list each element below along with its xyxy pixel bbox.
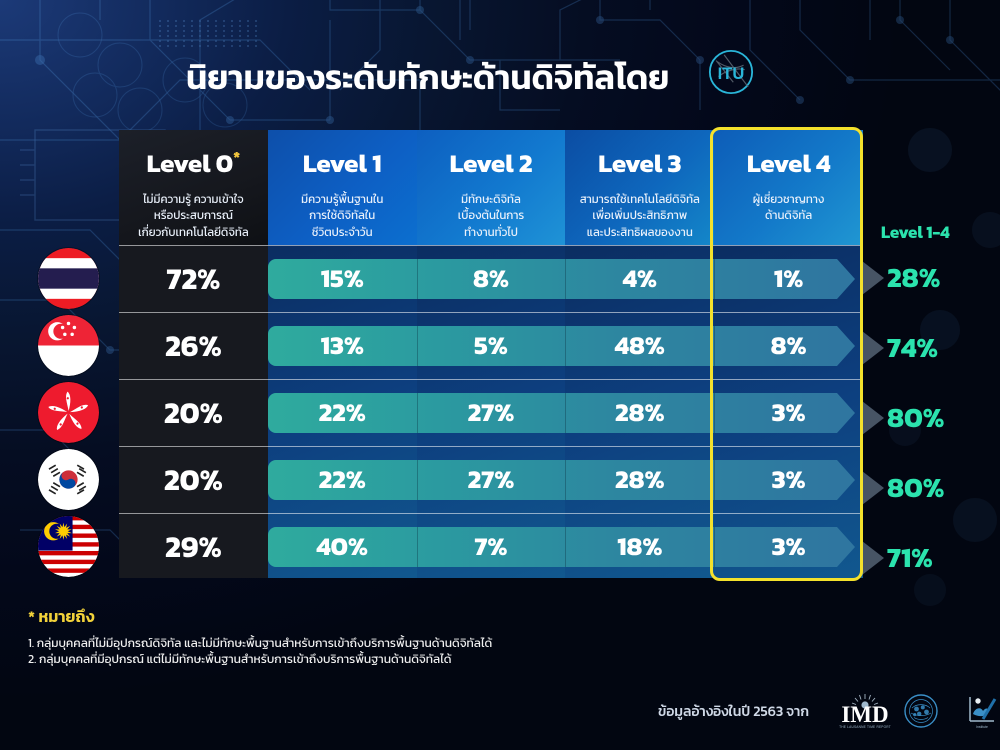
- svg-text:IMD: IMD: [841, 702, 888, 727]
- svg-text:THE LAUSANNE TIME REPORT: THE LAUSANNE TIME REPORT: [839, 725, 891, 729]
- svg-text:ITU: ITU: [717, 64, 744, 83]
- svg-text:Institute: Institute: [976, 725, 988, 729]
